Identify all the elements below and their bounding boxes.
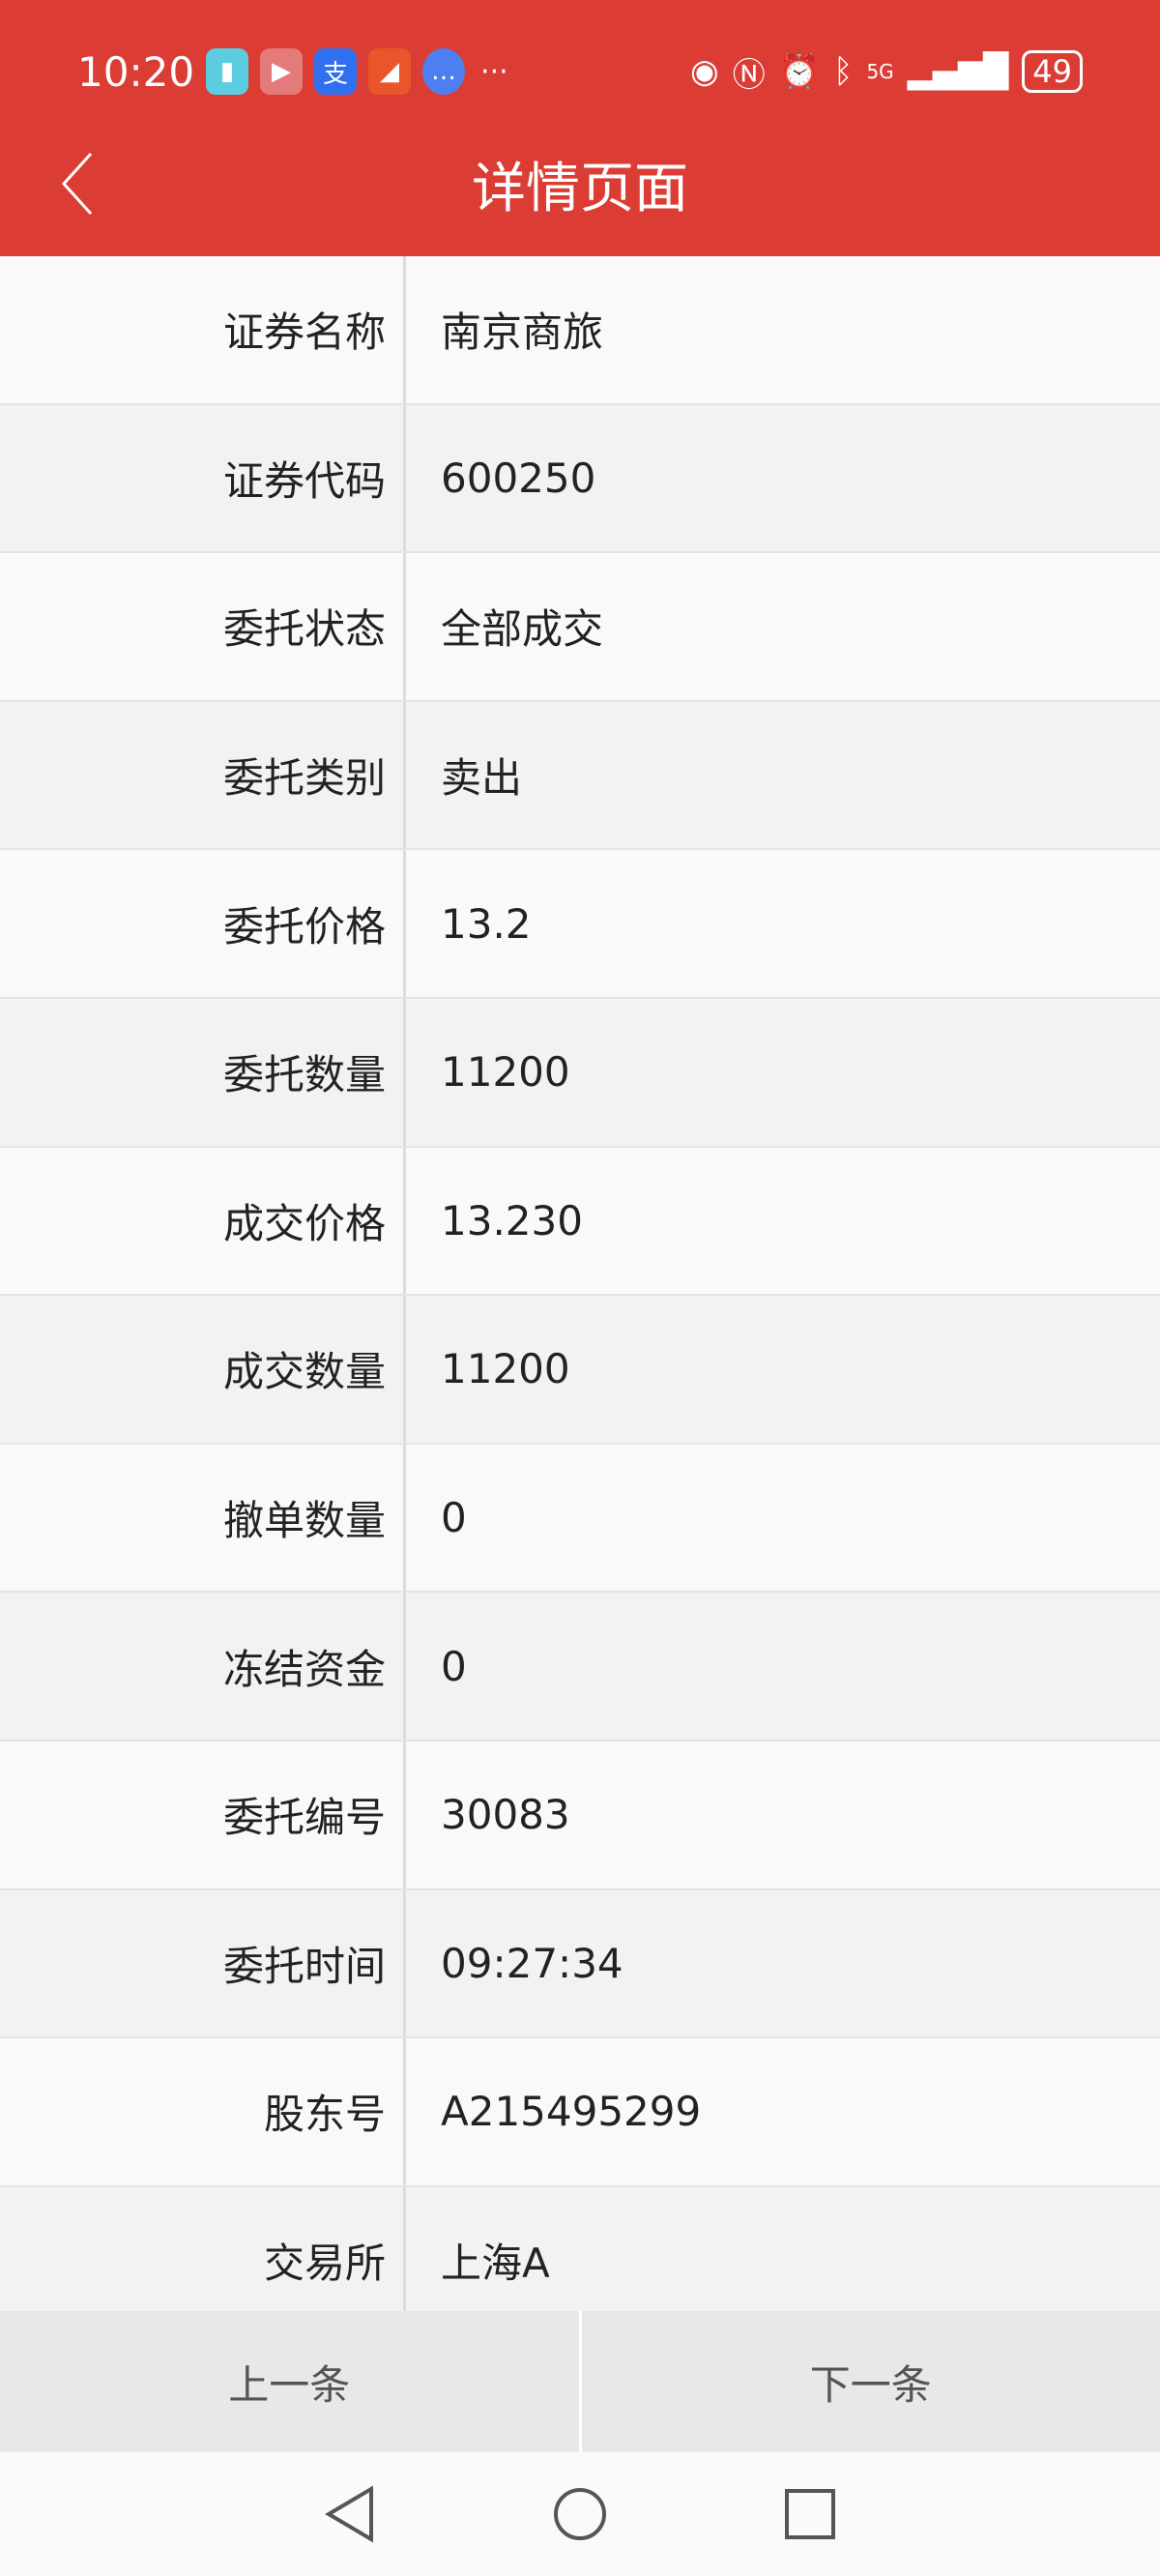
nav-home-icon[interactable]	[551, 2485, 609, 2543]
row-value: 上海A	[441, 2239, 550, 2288]
row-label: 委托价格	[0, 850, 406, 997]
book-app-icon: ▮	[206, 48, 249, 95]
nfc-icon: Ⓝ	[732, 55, 766, 95]
detail-row: 委托编号 30083	[0, 1741, 1160, 1890]
row-value: 09:27:34	[441, 1939, 624, 1987]
row-label: 委托类别	[0, 701, 406, 849]
bluetooth-icon: ᛒ	[833, 52, 854, 91]
detail-row: 交易所 上海A	[0, 2186, 1160, 2336]
row-label: 委托数量	[0, 998, 406, 1146]
detail-row: 委托时间 09:27:34	[0, 1889, 1160, 2039]
network-label: 5G	[866, 60, 894, 83]
row-label: 交易所	[0, 2186, 406, 2334]
previous-button[interactable]: 上一条	[0, 2311, 582, 2452]
status-bar: 10:20 ▮ ▶ 支 ◢ … ··· ◉ Ⓝ ⏰ ᛒ 5G ▂▄▆█ 49	[77, 43, 1083, 101]
row-value: 南京商旅	[441, 308, 604, 357]
system-nav-bar	[0, 2452, 1160, 2576]
detail-row: 委托状态 全部成交	[0, 553, 1160, 702]
message-app-icon: …	[422, 48, 466, 95]
detail-list: 证券名称 南京商旅 证券代码 600250 委托状态 全部成交 委托类别 卖出 委托价格 13.2…	[0, 256, 1160, 2336]
row-value: 0	[441, 1642, 467, 1690]
detail-row: 冻结资金 0	[0, 1593, 1160, 1742]
row-label: 股东号	[0, 2038, 406, 2185]
back-icon[interactable]	[58, 150, 97, 218]
row-value: 全部成交	[441, 605, 604, 654]
video-app-icon: ▶	[260, 48, 304, 95]
more-notifications-icon: ···	[480, 54, 508, 89]
row-value: 600250	[441, 454, 596, 502]
detail-row: 撤单数量 0	[0, 1444, 1160, 1594]
battery-level: 49	[1022, 50, 1083, 93]
status-time: 10:20	[77, 47, 195, 96]
alipay-app-icon: 支	[314, 48, 358, 95]
detail-row: 委托价格 13.2	[0, 850, 1160, 999]
nav-recents-icon[interactable]	[783, 2487, 837, 2541]
row-label: 成交数量	[0, 1296, 406, 1443]
alarm-icon: ⏰	[778, 52, 821, 91]
detail-row: 证券代码 600250	[0, 404, 1160, 554]
row-label: 委托状态	[0, 553, 406, 700]
detail-row: 成交价格 13.230	[0, 1147, 1160, 1297]
row-value: 13.2	[441, 899, 532, 948]
row-label: 冻结资金	[0, 1593, 406, 1740]
detail-row: 委托数量 11200	[0, 998, 1160, 1148]
row-label: 成交价格	[0, 1147, 406, 1295]
row-label: 撤单数量	[0, 1444, 406, 1592]
next-button[interactable]: 下一条	[809, 2360, 932, 2409]
detail-row: 股东号 A215495299	[0, 2038, 1160, 2187]
eye-icon: ◉	[690, 52, 719, 91]
nav-back-icon[interactable]	[323, 2485, 377, 2543]
footer-buttons: 上一条 下一条	[0, 2311, 1160, 2452]
row-value: 卖出	[441, 754, 523, 803]
detail-row: 成交数量 11200	[0, 1296, 1160, 1445]
signal-icon: ▂▄▆█	[907, 52, 1009, 91]
row-label: 证券名称	[0, 256, 406, 403]
detail-row: 委托类别 卖出	[0, 701, 1160, 851]
row-value: A215495299	[441, 2088, 702, 2136]
row-label: 证券代码	[0, 404, 406, 552]
row-value: 13.230	[441, 1196, 583, 1244]
row-value: 30083	[441, 1791, 570, 1839]
trading-app-icon: ◢	[368, 48, 412, 95]
detail-row: 证券名称 南京商旅	[0, 256, 1160, 405]
row-value: 11200	[441, 1345, 570, 1393]
row-value: 11200	[441, 1048, 570, 1097]
row-label: 委托编号	[0, 1741, 406, 1888]
row-label: 委托时间	[0, 1889, 406, 2037]
page-title: 详情页面	[472, 158, 688, 220]
row-value: 0	[441, 1494, 467, 1542]
app-header: 10:20 ▮ ▶ 支 ◢ … ··· ◉ Ⓝ ⏰ ᛒ 5G ▂▄▆█ 49 详…	[0, 0, 1160, 256]
